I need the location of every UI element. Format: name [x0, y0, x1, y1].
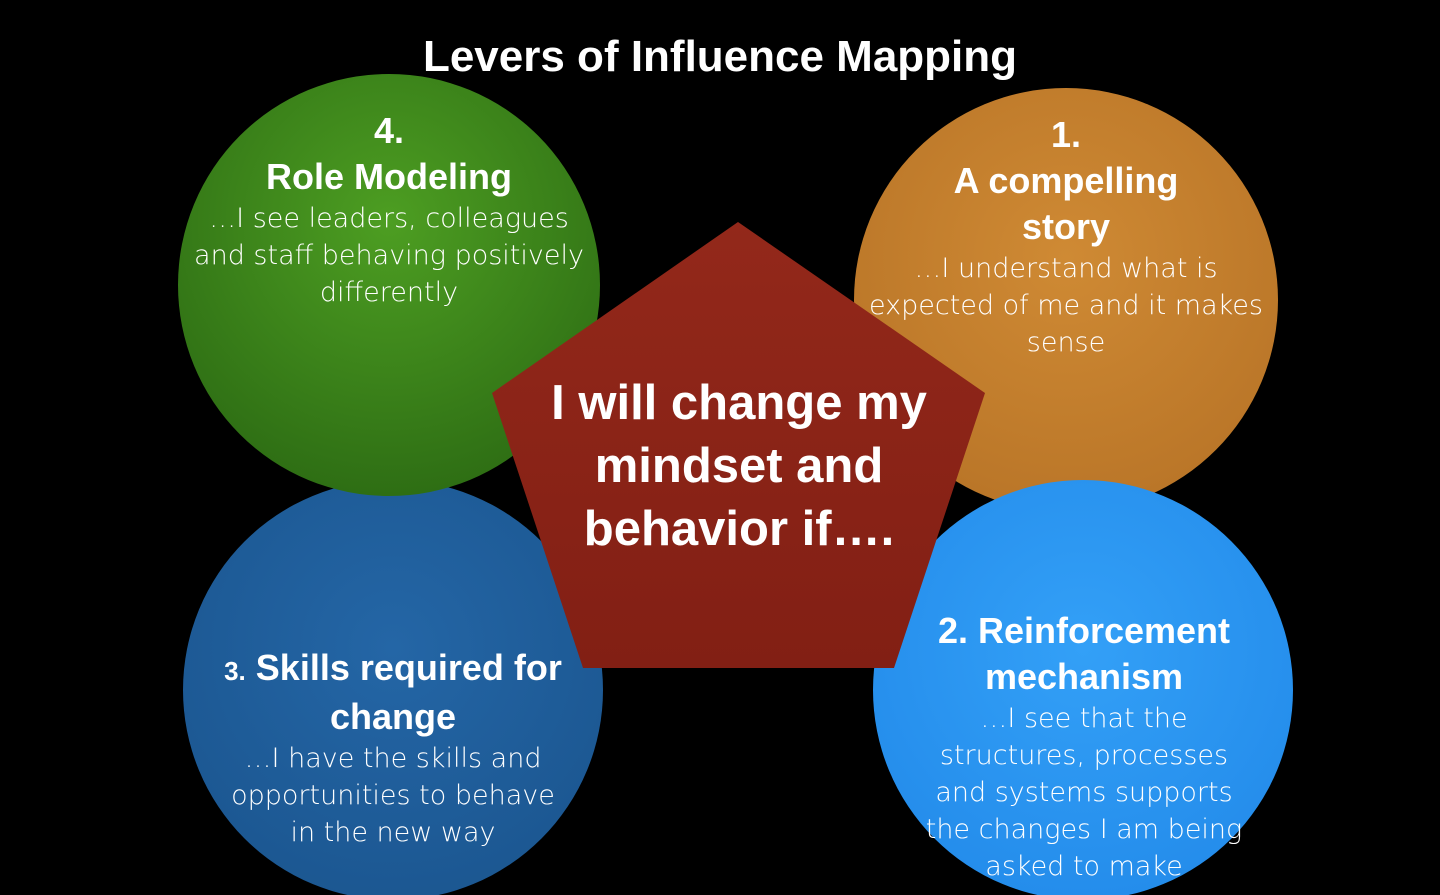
role-modeling-circle	[178, 74, 600, 496]
skills-label: 3. Skills required for change …I have th…	[198, 645, 588, 851]
compelling-story-description: …I understand what is expected of me and…	[869, 253, 1263, 358]
skills-heading: Skills required for change	[255, 647, 562, 737]
skills-heading-line: 3. Skills required for change	[203, 645, 583, 740]
skills-circle	[183, 480, 603, 895]
center-statement: I will change my mindset and behavior if…	[551, 376, 927, 556]
diagram-title: Levers of Influence Mapping	[422, 32, 1018, 81]
role-modeling-number: 4.	[373, 110, 405, 151]
reinforcement-circle	[873, 480, 1293, 895]
compelling-story-heading: A compelling story	[953, 160, 1179, 247]
role-modeling-heading: Role Modeling	[266, 156, 512, 197]
reinforcement-description: …I see that the structures, processes an…	[925, 703, 1243, 882]
skills-number: 3.	[224, 656, 246, 686]
reinforcement-number: 2.	[937, 610, 968, 651]
reinforcement-heading: Reinforcement mechanism	[977, 610, 1231, 697]
reinforcement-heading-line: 2. Reinforcement mechanism	[919, 608, 1249, 700]
role-modeling-label: 4. Role Modeling …I see leaders, colleag…	[183, 108, 595, 311]
skills-description: …I have the skills and opportunities to …	[231, 743, 555, 848]
role-modeling-description: …I see leaders, colleagues and staff beh…	[194, 203, 584, 308]
center-pentagon	[492, 222, 985, 668]
reinforcement-label: 2. Reinforcement mechanism …I see that t…	[898, 608, 1270, 885]
compelling-story-label: 1. A compelling story …I understand what…	[862, 112, 1270, 361]
compelling-story-number: 1.	[1050, 114, 1082, 155]
